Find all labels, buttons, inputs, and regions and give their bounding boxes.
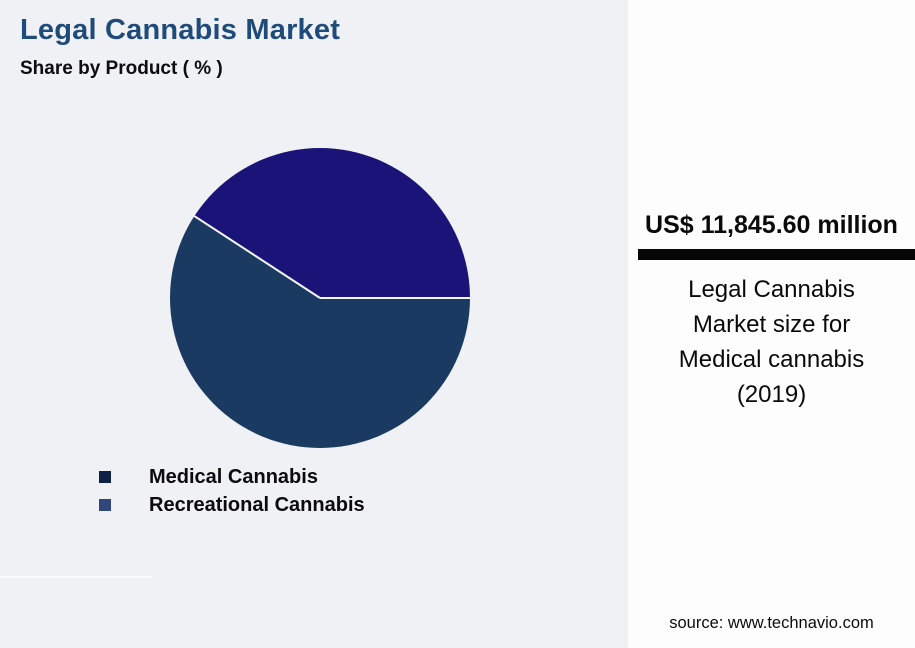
divider-bar	[638, 249, 915, 260]
legend-item-medical: Medical Cannabis	[99, 463, 365, 491]
caption-line: Market size for	[692, 311, 851, 338]
market-value: US$ 11,845.60 million	[645, 211, 898, 239]
legend-item-recreational: Recreational Cannabis	[99, 491, 365, 519]
caption-line: Medical cannabis	[678, 346, 865, 373]
legend-label-recreational: Recreational Cannabis	[149, 493, 365, 516]
caption-line: Legal Cannabis	[688, 276, 855, 303]
pie-legend: Medical Cannabis Recreational Cannabis	[99, 463, 365, 519]
source-text: source: www.technavio.com	[669, 614, 874, 632]
chart-subtitle: Share by Product ( % )	[20, 58, 223, 79]
legend-swatch-recreational-icon	[99, 499, 111, 511]
chart-title: Legal Cannabis Market	[20, 14, 341, 46]
legend-label-medical: Medical Cannabis	[149, 465, 318, 488]
info-panel: US$ 11,845.60 million Legal Cannabis Mar…	[628, 0, 915, 648]
legend-swatch-medical-icon	[99, 471, 111, 483]
chart-section: Legal Cannabis Market Share by Product (…	[0, 14, 470, 578]
market-caption: Legal Cannabis Market size for Medical c…	[628, 272, 915, 412]
decorative-line	[0, 576, 152, 578]
pie-chart	[170, 148, 470, 448]
caption-line: (2019)	[736, 381, 807, 408]
pie-divider-east	[320, 297, 470, 299]
